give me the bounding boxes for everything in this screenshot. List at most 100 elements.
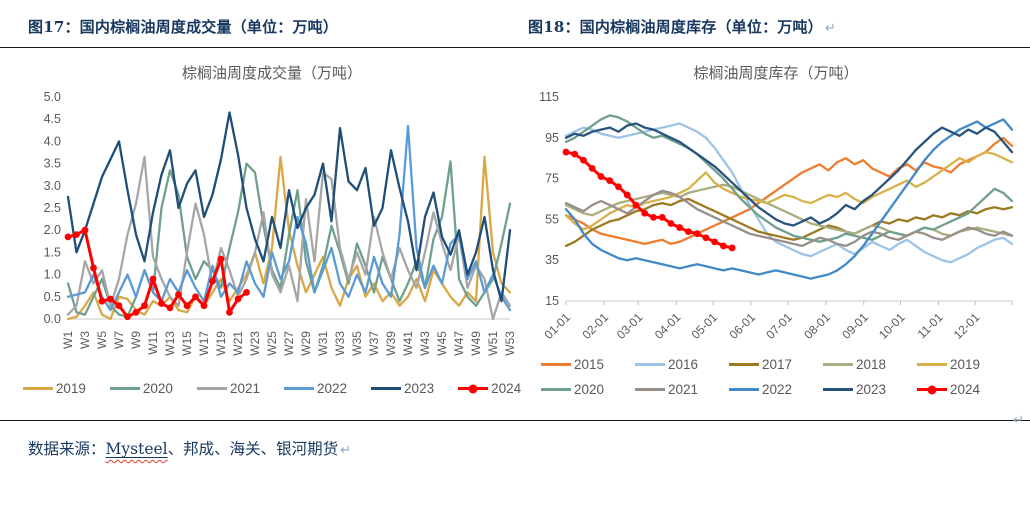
legend-item-2024: 2024 (917, 382, 1011, 397)
legend-item-2019: 2019 (917, 357, 1011, 372)
legend-swatch-icon (109, 387, 140, 390)
svg-text:W21: W21 (231, 331, 245, 356)
legend-label: 2017 (762, 357, 793, 372)
svg-text:W51: W51 (486, 331, 500, 356)
svg-text:2.0: 2.0 (44, 223, 61, 237)
top-divider (0, 47, 1030, 48)
volume-chart-plot: 0.00.51.01.52.02.53.03.54.04.55.0W1 W3 W5 W… (44, 90, 516, 356)
svg-text:W37: W37 (367, 331, 381, 356)
svg-text:W7: W7 (112, 331, 126, 349)
legend-label: 2024 (950, 382, 981, 397)
figure-captions: 图17：国内棕榈油周度成交量（单位：万吨） 图18：国内棕榈油周度库存（单位：万… (0, 0, 1030, 47)
svg-text:75: 75 (545, 172, 559, 186)
legend-item-2022: 2022 (729, 382, 823, 397)
figure17-caption-text: 图17：国内棕榈油周度成交量（单位：万吨） (28, 18, 339, 36)
svg-text:0.5: 0.5 (44, 290, 61, 304)
bottom-divider (0, 420, 1030, 421)
svg-text:1.0: 1.0 (44, 268, 61, 282)
inventory-chart-cell: 棕榈油周度库存（万吨） 15 35 55 75 95 115 01-01 02-01 03-01… (526, 54, 1026, 428)
svg-text:W31: W31 (316, 331, 330, 356)
svg-text:1.5: 1.5 (44, 245, 61, 259)
paragraph-return-icon: ↵ (340, 443, 352, 458)
inventory-chart-legend: 2015 2016 2017 2018 2019 2020 2021 2022 2023 2024 (526, 357, 1026, 397)
svg-text:W45: W45 (435, 331, 449, 356)
legend-label: 2023 (856, 382, 887, 397)
svg-text:W33: W33 (333, 331, 347, 356)
legend-swatch-icon (541, 388, 571, 391)
legend-label: 2015 (574, 357, 605, 372)
svg-text:11-01: 11-01 (915, 310, 946, 341)
legend-swatch-icon (371, 387, 402, 390)
svg-text:06-01: 06-01 (727, 310, 759, 341)
legend-swatch-icon (635, 363, 665, 366)
svg-text:3.0: 3.0 (44, 179, 61, 193)
volume-chart-title: 棕榈油周度成交量（万吨） (181, 65, 362, 82)
svg-text:55: 55 (545, 212, 559, 226)
legend-label: 2019 (950, 357, 981, 372)
svg-text:W11: W11 (146, 331, 160, 355)
legend-item-2021: 2021 (196, 381, 260, 396)
figure18-caption-text: 图18：国内棕榈油周度库存（单位：万吨） (528, 18, 823, 36)
legend-item-2021: 2021 (635, 382, 729, 397)
legend-label: 2020 (574, 382, 605, 397)
legend-swatch-icon (917, 363, 947, 366)
legend-item-2015: 2015 (541, 357, 635, 372)
legend-item-2018: 2018 (823, 357, 917, 372)
svg-text:W27: W27 (282, 331, 296, 356)
svg-text:07-01: 07-01 (763, 310, 795, 341)
svg-text:04-01: 04-01 (652, 310, 684, 341)
svg-text:W23: W23 (248, 331, 262, 356)
svg-text:12-01: 12-01 (951, 310, 983, 341)
svg-text:W49: W49 (469, 331, 483, 356)
legend-item-2023: 2023 (371, 381, 434, 396)
inventory-chart-title: 棕榈油周度库存（万吨） (693, 65, 859, 82)
svg-text:W1: W1 (61, 331, 75, 349)
source-mysteel: Mysteel (105, 440, 168, 458)
svg-text:W5: W5 (95, 331, 109, 349)
legend-swatch-icon (823, 388, 853, 391)
volume-chart-legend: 2019 2020 2021 2022 2023 2024 (22, 381, 521, 396)
svg-text:115: 115 (539, 90, 559, 104)
legend-label: 2021 (229, 381, 260, 396)
svg-text:W15: W15 (180, 331, 194, 356)
svg-text:35: 35 (545, 253, 559, 267)
legend-item-2017: 2017 (729, 357, 823, 372)
svg-text:W19: W19 (214, 331, 228, 356)
svg-text:2.5: 2.5 (44, 201, 61, 215)
svg-text:W13: W13 (163, 331, 177, 356)
legend-label: 2018 (856, 357, 887, 372)
legend-label: 2023 (404, 381, 435, 396)
svg-text:05-01: 05-01 (689, 310, 721, 341)
legend-swatch-icon (541, 363, 571, 366)
legend-swatch-icon (284, 387, 314, 390)
svg-text:95: 95 (545, 131, 559, 145)
svg-text:4.5: 4.5 (44, 112, 61, 126)
figure17-caption: 图17：国内棕榈油周度成交量（单位：万吨） (28, 16, 528, 37)
svg-text:0.0: 0.0 (44, 312, 61, 326)
svg-text:W25: W25 (265, 331, 279, 356)
svg-text:W29: W29 (299, 331, 313, 356)
legend-label: 2016 (668, 357, 699, 372)
paragraph-return-icon: ↵ (824, 21, 836, 36)
volume-chart-cell: 棕榈油周度成交量（万吨） 0.0 0.5 1.0 1.5 2.0 2.5 3.0 3.5 4.0… (22, 54, 521, 420)
svg-text:15: 15 (545, 294, 559, 308)
legend-label: 2019 (55, 381, 86, 396)
svg-text:5.0: 5.0 (44, 90, 61, 104)
legend-swatch-icon (458, 384, 489, 393)
svg-text:W41: W41 (401, 331, 415, 356)
source-prefix: 数据来源： (28, 440, 106, 458)
charts-row: 棕榈油周度成交量（万吨） 0.0 0.5 1.0 1.5 2.0 2.5 3.0 3.5 4.0… (0, 48, 1030, 428)
svg-text:W47: W47 (452, 331, 466, 356)
legend-label: 2022 (317, 381, 348, 396)
legend-label: 2021 (668, 382, 699, 397)
legend-swatch-icon (635, 388, 665, 391)
legend-item-2020: 2020 (109, 381, 173, 396)
source-rest: 、邦成、海关、银河期货 (167, 440, 339, 458)
figure18-caption: 图18：国内棕榈油周度库存（单位：万吨） ↵ (528, 16, 1030, 37)
legend-item-2020: 2020 (541, 382, 635, 397)
svg-text:03-01: 03-01 (614, 310, 646, 341)
svg-text:09-01: 09-01 (839, 310, 871, 341)
legend-label: 2022 (762, 382, 793, 397)
svg-text:10-01: 10-01 (876, 310, 908, 341)
